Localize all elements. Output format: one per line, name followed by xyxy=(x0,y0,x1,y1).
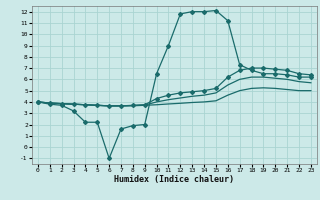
X-axis label: Humidex (Indice chaleur): Humidex (Indice chaleur) xyxy=(115,175,234,184)
